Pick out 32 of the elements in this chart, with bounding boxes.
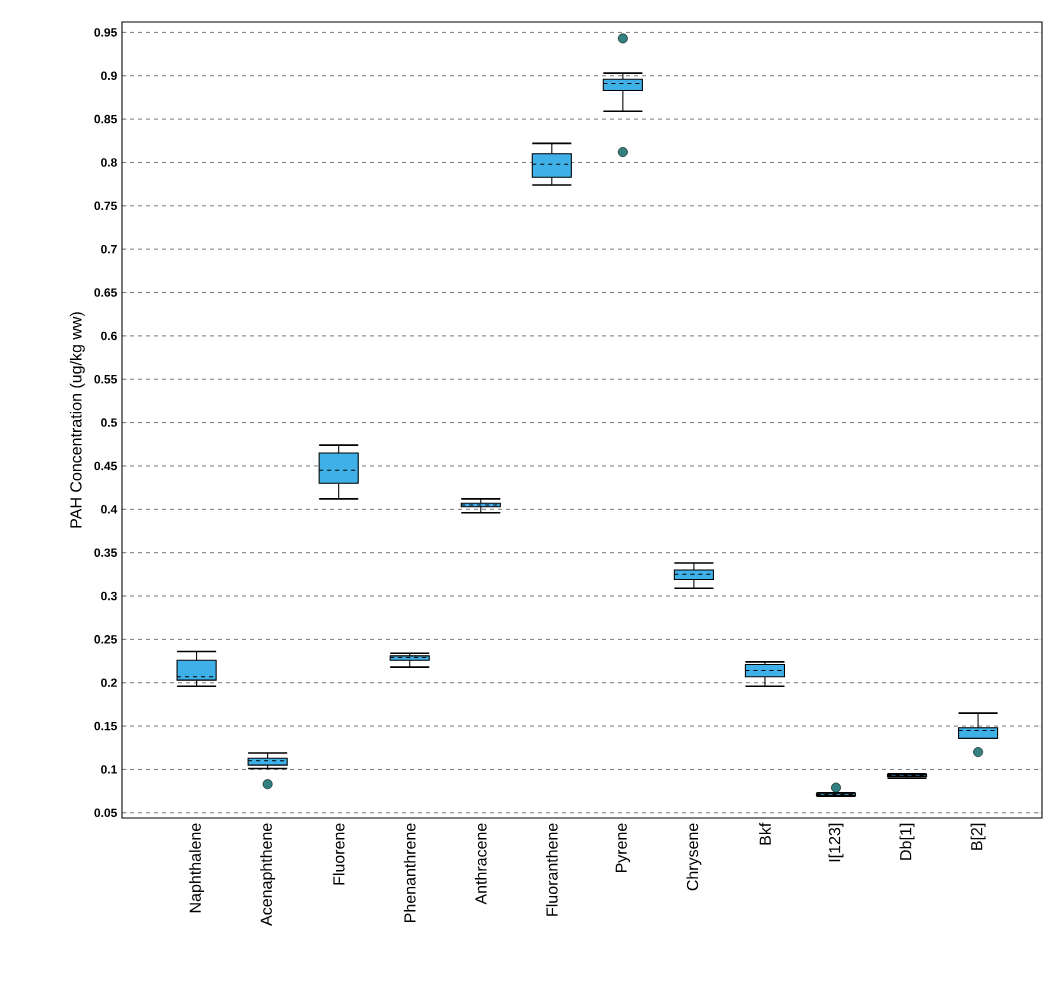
y-tick-label: 0.1 bbox=[101, 765, 117, 774]
y-tick-label: 0.65 bbox=[94, 288, 117, 297]
y-tick-label: 0.4 bbox=[101, 505, 118, 514]
y-tick-label: 0.2 bbox=[101, 678, 117, 687]
y-tick-label: 0.8 bbox=[101, 158, 117, 167]
y-tick-label: 0.85 bbox=[94, 114, 117, 124]
x-tick-label: Pyrene bbox=[615, 823, 631, 873]
x-tick-label: Fluorene bbox=[332, 823, 345, 885]
y-tick-label: 0.45 bbox=[94, 461, 117, 471]
x-tick-label: Db[1] bbox=[899, 823, 915, 860]
x-tick-label: B[2] bbox=[970, 823, 986, 850]
x-tick-label: Bkf bbox=[759, 822, 771, 845]
x-tick-label: Anthracene bbox=[474, 823, 487, 905]
y-tick-label: 0.05 bbox=[94, 808, 117, 818]
y-axis-title: PAH Concentration (ug/kg ww) bbox=[69, 312, 85, 528]
y-tick-label: 0.9 bbox=[101, 71, 117, 80]
y-tick-label: 0.95 bbox=[94, 28, 117, 37]
y-tick-label: 0.3 bbox=[101, 591, 117, 601]
x-tick-label: Acenaphthene bbox=[260, 823, 276, 926]
x-tick-label: Chrysene bbox=[686, 823, 702, 891]
y-tick-label: 0.55 bbox=[94, 374, 117, 384]
x-tick-label: Fluoranthene bbox=[545, 823, 558, 916]
y-tick-label: 0.75 bbox=[94, 201, 117, 211]
x-tick-label: Phenanthrene bbox=[403, 823, 416, 922]
y-tick-label: 0.35 bbox=[94, 548, 117, 557]
x-tick-label: Naphthalene bbox=[189, 823, 205, 913]
y-tick-label: 0.5 bbox=[101, 418, 117, 427]
y-tick-label: 0.6 bbox=[101, 331, 117, 341]
y-tick-label: 0.25 bbox=[94, 635, 117, 644]
y-tick-label: 0.7 bbox=[101, 244, 117, 254]
y-tick-label: 0.15 bbox=[94, 721, 117, 731]
x-tick-label: I[123] bbox=[828, 823, 844, 862]
